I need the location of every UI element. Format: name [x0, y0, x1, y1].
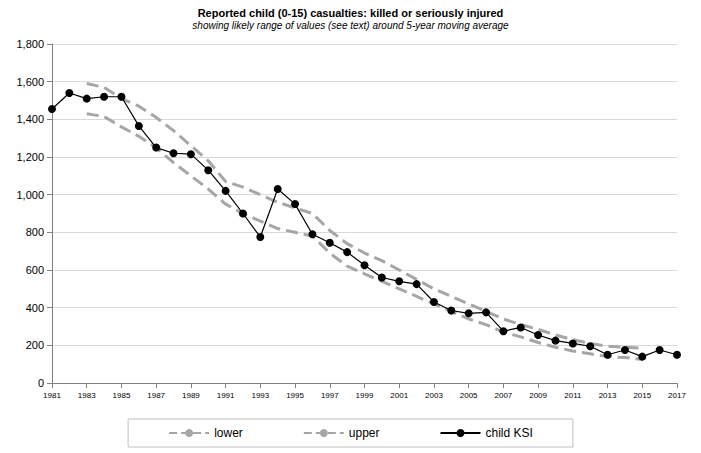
svg-text:1989: 1989	[182, 391, 200, 400]
svg-text:2015: 2015	[633, 391, 651, 400]
svg-text:1993: 1993	[251, 391, 269, 400]
svg-text:1,600: 1,600	[16, 76, 44, 88]
svg-text:1999: 1999	[356, 391, 374, 400]
svg-text:1,000: 1,000	[16, 189, 44, 201]
svg-text:200: 200	[26, 339, 44, 351]
svg-text:400: 400	[26, 302, 44, 314]
svg-text:2017: 2017	[668, 391, 686, 400]
svg-text:1985: 1985	[113, 391, 131, 400]
svg-text:2013: 2013	[599, 391, 617, 400]
svg-text:800: 800	[26, 226, 44, 238]
svg-text:lower: lower	[214, 426, 243, 440]
svg-text:600: 600	[26, 264, 44, 276]
svg-text:0: 0	[38, 377, 44, 389]
svg-text:child KSI: child KSI	[486, 426, 533, 440]
svg-text:2005: 2005	[460, 391, 478, 400]
svg-text:showing likely range of values: showing likely range of values (see text…	[192, 20, 509, 31]
svg-text:upper: upper	[349, 426, 380, 440]
svg-text:1991: 1991	[217, 391, 235, 400]
svg-text:2003: 2003	[425, 391, 443, 400]
svg-text:1,800: 1,800	[16, 38, 44, 50]
svg-text:2011: 2011	[564, 391, 582, 400]
svg-text:Reported child (0-15) casualti: Reported child (0-15) casualties: killed…	[198, 7, 504, 19]
svg-text:1983: 1983	[78, 391, 96, 400]
svg-text:1981: 1981	[43, 391, 61, 400]
svg-text:1,400: 1,400	[16, 113, 44, 125]
svg-text:1997: 1997	[321, 391, 339, 400]
svg-text:2001: 2001	[390, 391, 408, 400]
svg-text:1987: 1987	[147, 391, 165, 400]
svg-text:1995: 1995	[286, 391, 304, 400]
svg-text:1,200: 1,200	[16, 151, 44, 163]
svg-text:2007: 2007	[494, 391, 512, 400]
svg-text:2009: 2009	[529, 391, 547, 400]
